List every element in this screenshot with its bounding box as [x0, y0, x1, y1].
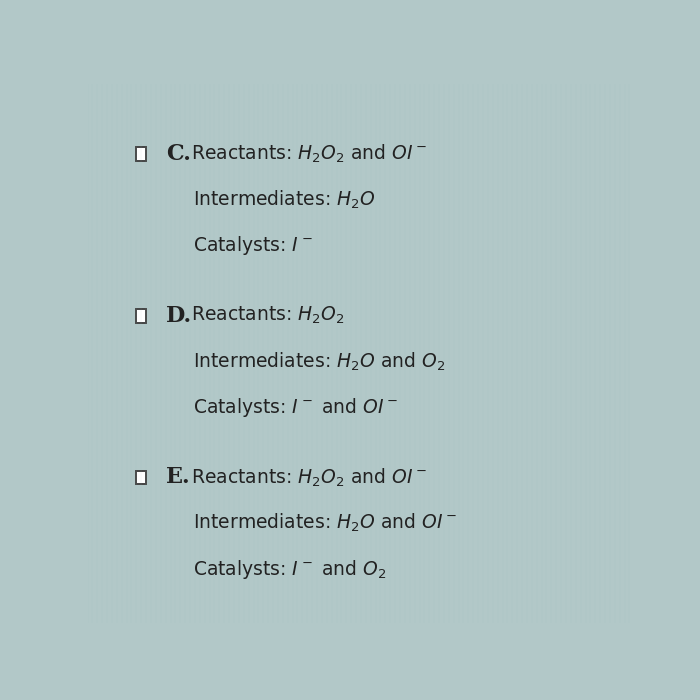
Text: Reactants: $H_2O_2$ and $OI^-$: Reactants: $H_2O_2$ and $OI^-$: [190, 466, 427, 489]
Text: Catalysts: $I^-$ and $O_2$: Catalysts: $I^-$ and $O_2$: [193, 558, 387, 580]
Text: Reactants: $H_2O_2$ and $OI^-$: Reactants: $H_2O_2$ and $OI^-$: [190, 143, 427, 165]
Text: Catalysts: $I^-$ and $OI^-$: Catalysts: $I^-$ and $OI^-$: [193, 396, 398, 419]
Text: D.: D.: [166, 304, 193, 327]
Text: Intermediates: $H_2O$ and $OI^-$: Intermediates: $H_2O$ and $OI^-$: [193, 512, 457, 534]
Text: C.: C.: [166, 143, 191, 165]
Bar: [136, 470, 146, 484]
Bar: [136, 147, 146, 161]
Text: E.: E.: [166, 466, 191, 489]
Bar: [136, 309, 146, 323]
Text: Intermediates: $H_2O$ and $O_2$: Intermediates: $H_2O$ and $O_2$: [193, 351, 445, 372]
Text: Intermediates: $H_2O$: Intermediates: $H_2O$: [193, 189, 376, 211]
Text: Catalysts: $I^-$: Catalysts: $I^-$: [193, 234, 313, 257]
Text: Reactants: $H_2O_2$: Reactants: $H_2O_2$: [190, 305, 344, 326]
